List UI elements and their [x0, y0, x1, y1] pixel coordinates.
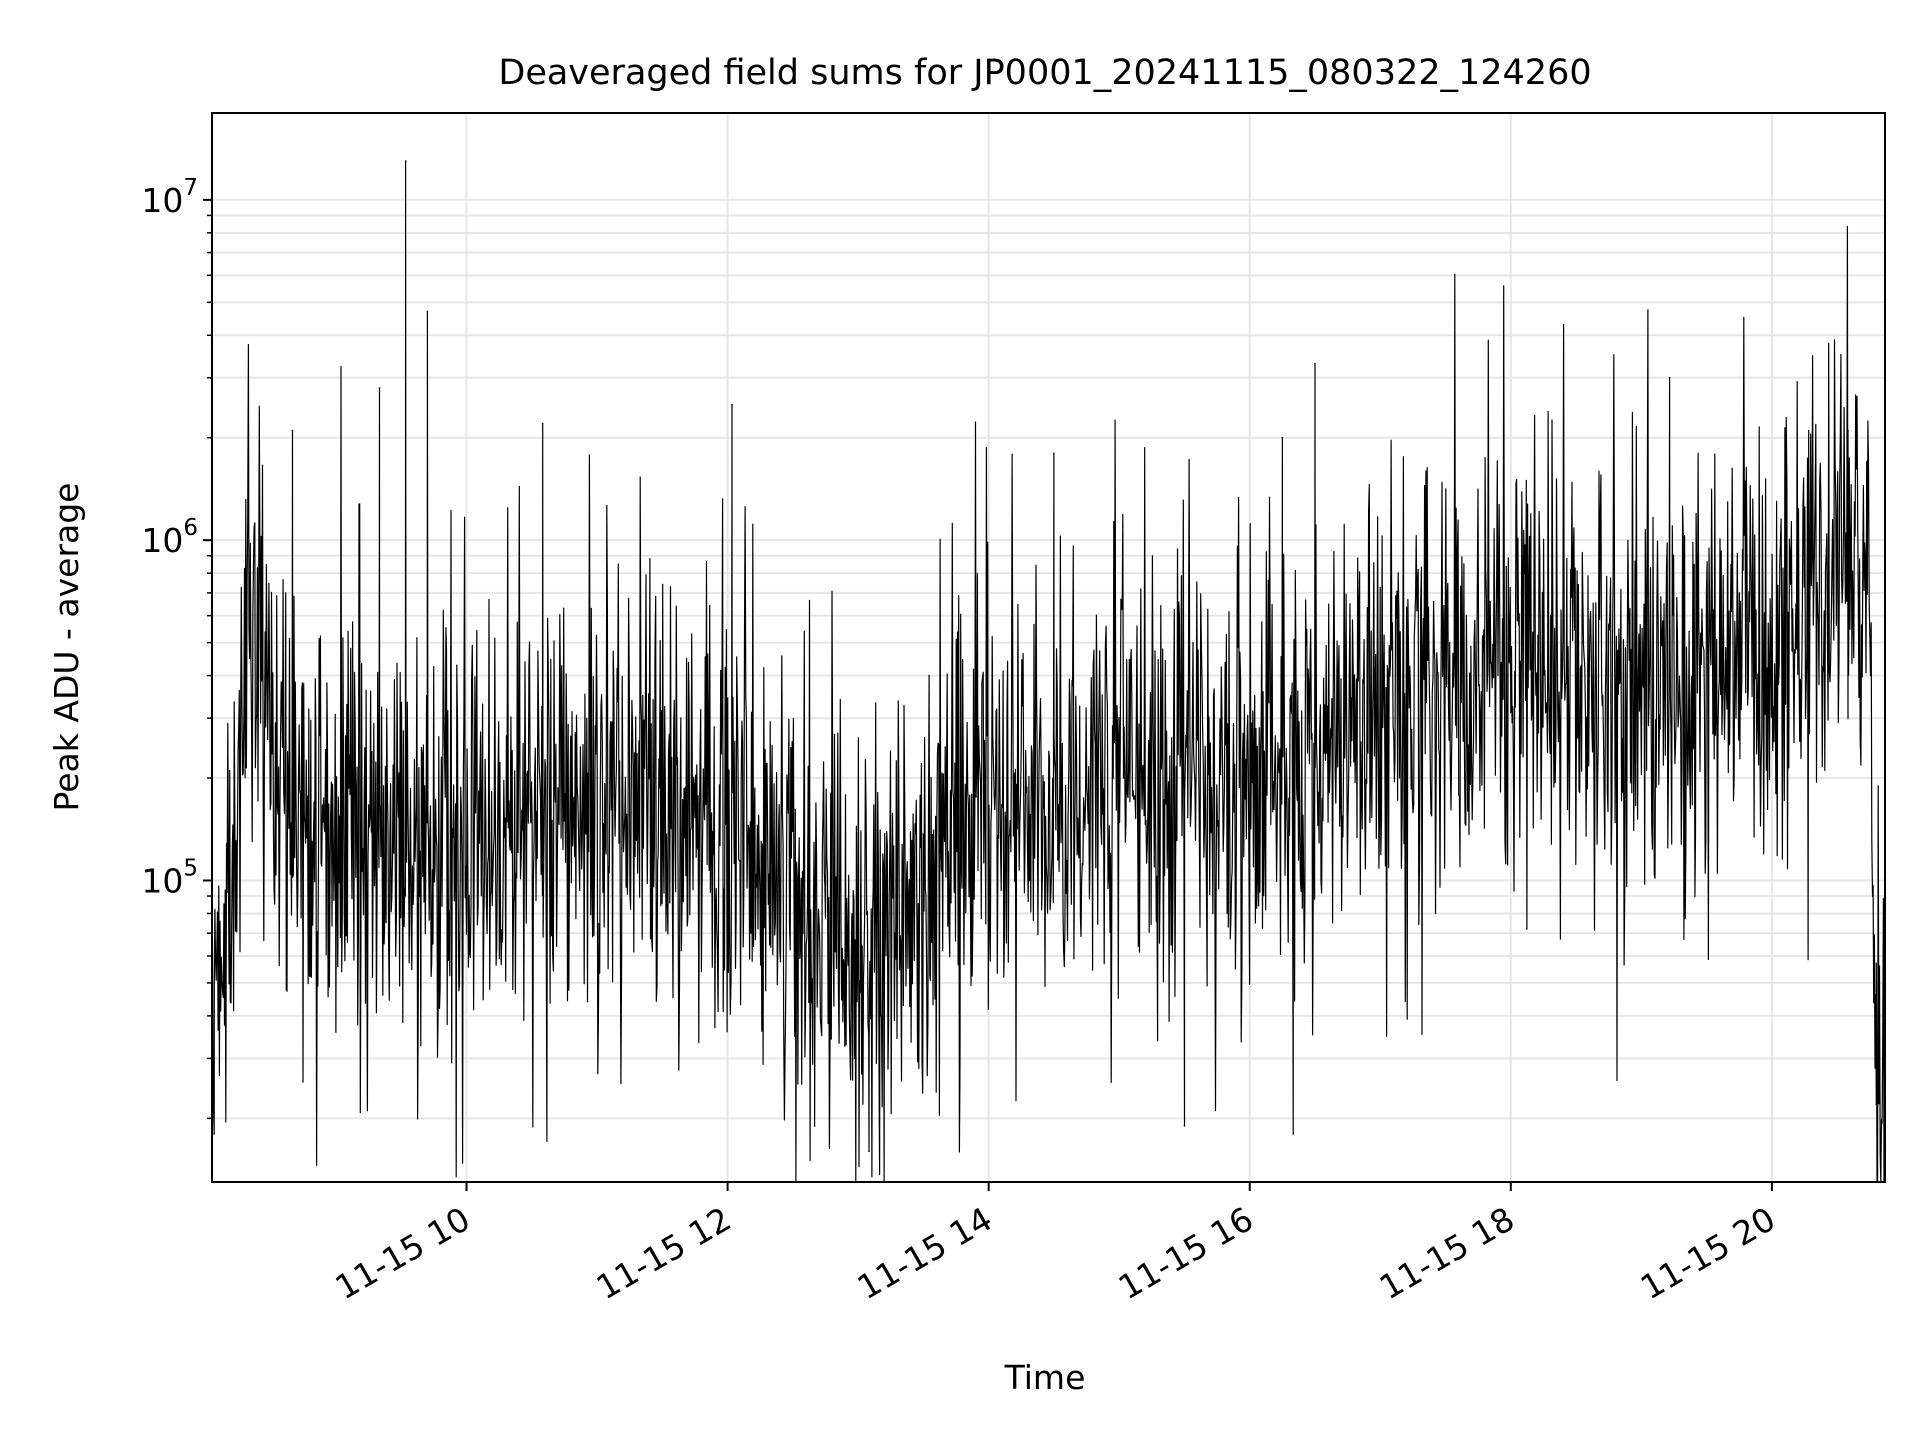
x-tick-label: 11-15 18: [1373, 1199, 1521, 1307]
y-tick-label: 105: [141, 855, 198, 900]
minimum-point: [813, 1125, 816, 1127]
y-tick-label: 106: [141, 515, 198, 560]
peak-point: [541, 422, 544, 425]
peak-point: [731, 403, 733, 406]
peak-point: [291, 429, 294, 432]
x-tick-label: 11-15 20: [1634, 1199, 1782, 1307]
peak-point: [404, 160, 407, 162]
peak-point: [1668, 377, 1671, 379]
peak-point: [378, 387, 381, 389]
minimum-point: [1183, 1125, 1186, 1127]
minimum-point: [213, 1133, 215, 1135]
peak-point: [1053, 452, 1055, 455]
y-axis-label: Peak ADU - average: [47, 483, 86, 812]
minimum-point: [1875, 1103, 1878, 1106]
x-tick-label: 11-15 16: [1112, 1199, 1260, 1307]
y-axis: 105 106 107: [141, 175, 212, 1120]
peak-point: [1847, 429, 1849, 432]
x-axis-label: Time: [1004, 1358, 1086, 1397]
x-tick-label: 11-15 10: [329, 1199, 477, 1307]
minimum-point: [868, 1150, 870, 1153]
peak-point: [426, 310, 429, 313]
minimum-point: [1292, 1133, 1295, 1135]
plot-frame: [211, 112, 1886, 1183]
x-axis: 11-15 10 11-15 12 11-15 14 11-15 16 11-15 18…: [329, 1182, 1782, 1307]
x-tick-label: 11-15 12: [590, 1199, 738, 1307]
series-layer: [211, 160, 1886, 1183]
x-tick-label: 11-15 14: [851, 1199, 999, 1307]
peak-point: [1281, 436, 1284, 439]
y-tick-label: 107: [141, 175, 198, 220]
chart-title: Deaveraged field sums for JP0001_2024111…: [498, 53, 1591, 93]
peak-point: [1314, 362, 1316, 365]
series-line: [211, 160, 1886, 1183]
